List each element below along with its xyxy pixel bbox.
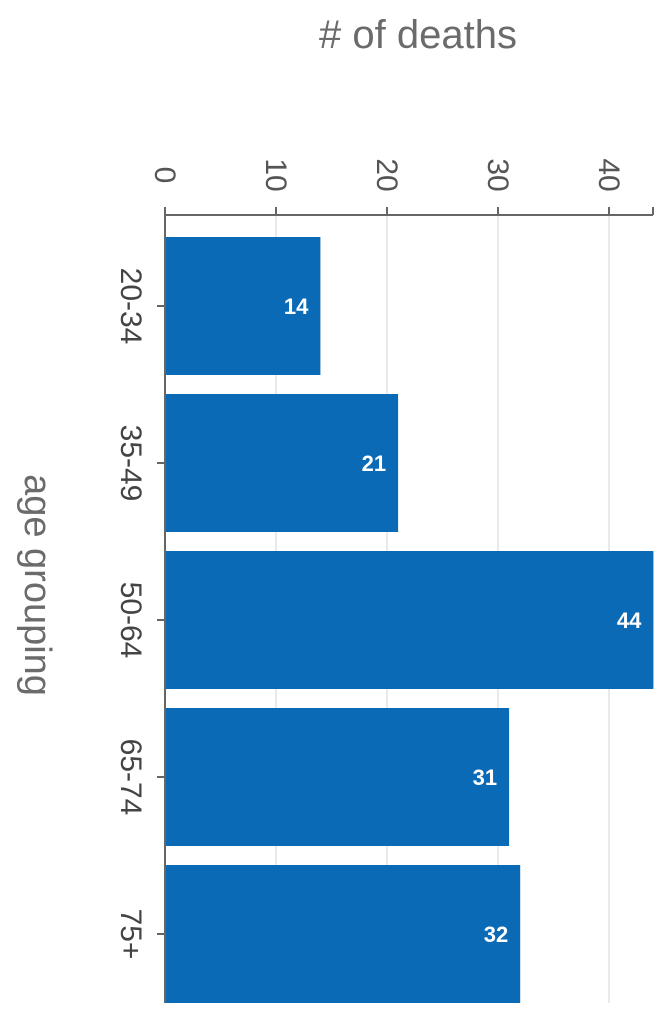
bar-value-label: 31 xyxy=(473,765,497,790)
bar-value-label: 44 xyxy=(617,608,642,633)
value-tick-label: 30 xyxy=(481,158,514,191)
value-axis-ticks: 0 10 20 30 40 xyxy=(148,158,654,215)
bar xyxy=(165,237,321,375)
category-label: 50-64 xyxy=(114,582,147,659)
value-tick-label: 0 xyxy=(148,167,181,184)
bar-value-label: 32 xyxy=(484,922,508,947)
category-label: 65-74 xyxy=(114,739,147,816)
category-label: 20-34 xyxy=(114,268,147,345)
value-tick-label: 10 xyxy=(259,158,292,191)
bar-value-label: 14 xyxy=(284,294,309,319)
category-label: 35-49 xyxy=(114,425,147,502)
category-axis-labels: 20-34 35-49 50-64 65-74 75+ xyxy=(114,268,165,960)
bar-value-label: 21 xyxy=(362,451,386,476)
value-tick-label: 20 xyxy=(370,158,403,191)
bar xyxy=(165,708,510,846)
bar xyxy=(165,551,654,689)
bars: 14 21 44 31 32 xyxy=(165,237,654,1003)
bar xyxy=(165,865,521,1003)
category-label: 75+ xyxy=(114,909,147,960)
category-axis-title: age grouping xyxy=(16,474,58,696)
chart-title: # of deaths xyxy=(319,13,517,57)
bar xyxy=(165,394,399,532)
value-tick-label: 40 xyxy=(592,158,625,191)
